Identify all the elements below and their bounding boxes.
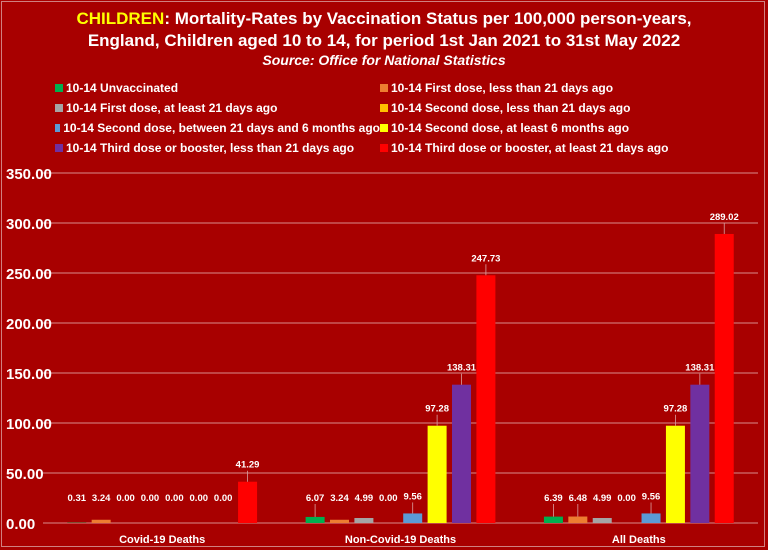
data-label: 0.00	[165, 493, 184, 504]
y-tick-label: 50.00	[6, 466, 44, 483]
bar	[403, 513, 423, 523]
legend-item: 10-14 Third dose or booster, less than 2…	[55, 140, 380, 156]
legend-label: 10-14 Third dose or booster, less than 2…	[66, 141, 355, 155]
data-label: 97.28	[425, 404, 449, 415]
data-label: 0.00	[214, 493, 233, 504]
legend-item: 10-14 Third dose or booster, at least 21…	[380, 140, 755, 156]
legend-label: 10-14 Third dose or booster, at least 21…	[391, 141, 669, 155]
legend-swatch	[380, 84, 388, 92]
title-line1: : Mortality-Rates by Vaccination Status …	[164, 9, 692, 28]
legend-item: 10-14 First dose, less than 21 days ago	[380, 80, 755, 96]
title-highlight: CHILDREN	[76, 9, 165, 28]
legend-label: 10-14 First dose, less than 21 days ago	[391, 81, 614, 95]
x-tick-label: Covid-19 Deaths	[119, 534, 205, 546]
data-label: 138.31	[685, 363, 715, 374]
legend-swatch	[380, 124, 388, 132]
y-tick-label: 100.00	[6, 416, 52, 433]
title-line2: England, Children aged 10 to 14, for per…	[87, 31, 681, 50]
data-label: 9.56	[403, 491, 422, 502]
data-label: 97.28	[664, 404, 688, 415]
data-label: 0.31	[68, 493, 87, 504]
legend-item: 10-14 First dose, at least 21 days ago	[55, 100, 380, 116]
legend-item: 10-14 Second dose, less than 21 days ago	[380, 100, 755, 116]
y-tick-label: 200.00	[6, 316, 52, 333]
y-tick-label: 150.00	[6, 366, 52, 383]
bar	[330, 519, 349, 523]
data-label: 138.31	[447, 363, 477, 374]
y-tick-label: 350.00	[6, 166, 52, 183]
bar	[665, 425, 685, 523]
bar	[452, 384, 471, 523]
bar	[238, 481, 258, 523]
data-label: 4.99	[355, 493, 374, 504]
data-label: 6.48	[569, 493, 588, 504]
data-label: 0.00	[190, 493, 209, 504]
data-label: 0.00	[141, 493, 160, 504]
legend-label: 10-14 First dose, at least 21 days ago	[66, 101, 278, 115]
legend-item: 10-14 Second dose, at least 6 months ago	[380, 120, 755, 136]
chart-subtitle: Source: Office for National Statistics	[262, 52, 506, 68]
legend-item: 10-14 Unvaccinated	[55, 80, 380, 96]
y-tick-label: 250.00	[6, 266, 52, 283]
bar	[91, 519, 111, 523]
x-tick-label: Non-Covid-19 Deaths	[345, 534, 456, 546]
legend-swatch	[380, 144, 388, 152]
data-label: 4.99	[593, 493, 612, 504]
legend-label: 10-14 Second dose, less than 21 days ago	[391, 101, 631, 115]
data-label: 3.24	[330, 493, 349, 504]
data-label: 0.00	[379, 493, 398, 504]
legend-swatch	[55, 84, 63, 92]
data-label: 9.56	[642, 491, 661, 502]
legend-swatch	[55, 124, 61, 132]
bar	[592, 518, 612, 523]
bar	[305, 516, 325, 523]
data-label: 289.02	[710, 212, 739, 223]
bar	[427, 425, 447, 523]
legend-item: 10-14 Second dose, between 21 days and 6…	[55, 120, 380, 136]
bar	[641, 513, 661, 523]
data-label: 0.00	[116, 493, 135, 504]
y-tick-label: 0.00	[6, 516, 35, 533]
y-tick-label: 300.00	[6, 216, 52, 233]
legend-swatch	[380, 104, 388, 112]
chart-title: CHILDREN: Mortality-Rates by Vaccination…	[0, 8, 768, 52]
bar	[690, 384, 710, 523]
x-tick-label: All Deaths	[612, 534, 666, 546]
data-label: 3.24	[92, 493, 111, 504]
bar	[543, 516, 563, 523]
bar	[354, 518, 374, 523]
bar	[568, 516, 588, 523]
data-label: 0.00	[617, 493, 636, 504]
data-label: 6.39	[544, 493, 563, 504]
legend-label: 10-14 Second dose, at least 6 months ago	[391, 121, 630, 135]
data-label: 41.29	[236, 460, 260, 471]
legend: 10-14 Unvaccinated 10-14 First dose, less…	[55, 80, 755, 156]
bar	[714, 233, 734, 524]
legend-label: 10-14 Second dose, between 21 days and 6…	[63, 121, 380, 135]
legend-swatch	[55, 144, 63, 152]
legend-swatch	[55, 104, 63, 112]
bar	[476, 275, 496, 523]
legend-label: 10-14 Unvaccinated	[66, 81, 179, 95]
data-label: 6.07	[306, 493, 325, 504]
data-label: 247.73	[471, 253, 500, 264]
